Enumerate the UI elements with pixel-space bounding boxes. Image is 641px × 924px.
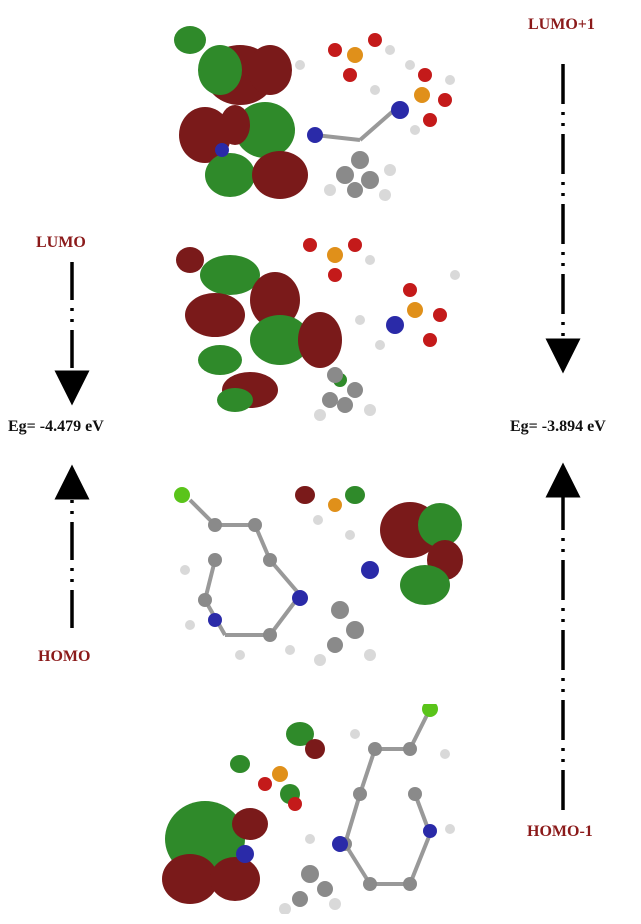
lumo-label: LUMO — [36, 234, 86, 251]
homo-label: HOMO — [38, 648, 91, 665]
atoms — [236, 704, 455, 914]
lumo-orbital — [160, 230, 500, 430]
homo-minus-1-orbital — [160, 704, 500, 914]
orbital-lobes — [174, 26, 308, 199]
lumo-plus-1-orbital — [160, 10, 500, 210]
atoms — [215, 33, 455, 201]
atoms — [303, 238, 460, 421]
band-gap-right-label: Eg= -3.894 eV — [510, 418, 606, 435]
lumo-plus-1-label: LUMO+1 — [528, 16, 595, 33]
orbital-lobes — [295, 486, 463, 605]
homo-minus-1-label: HOMO-1 — [527, 823, 593, 840]
atoms — [174, 487, 379, 666]
band-gap-left-label: Eg= -4.479 eV — [8, 418, 104, 435]
orbital-lobes — [176, 247, 342, 412]
orbital-lobes — [162, 722, 325, 904]
homo-orbital — [160, 480, 500, 680]
